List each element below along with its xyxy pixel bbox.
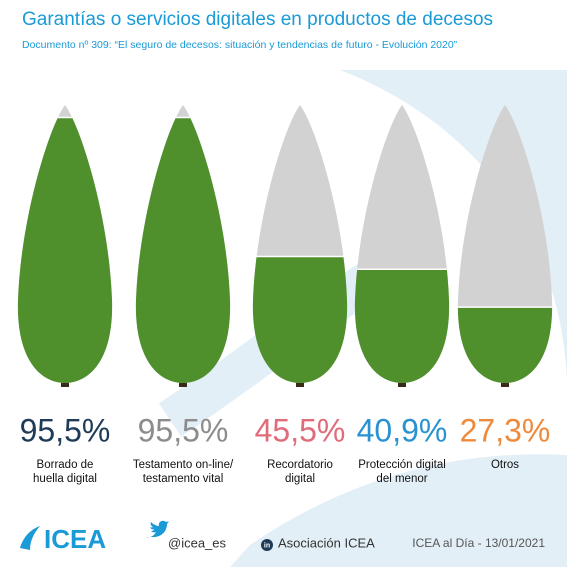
date: ICEA al Día - 13/01/2021: [412, 536, 545, 550]
tree-fill: [135, 117, 231, 383]
value-label: 95,5%: [20, 412, 111, 448]
linkedin-icon: [261, 539, 273, 551]
chart-subtitle: Documento nº 309: “El seguro de decesos:…: [22, 39, 458, 51]
chart-title: Garantías o servicios digitales en produ…: [22, 9, 493, 30]
category-label: Protección digital del menor: [358, 459, 446, 485]
category-label: Otros: [490, 459, 520, 471]
category-label: Recordatorio digital: [267, 459, 333, 485]
tree-fill: [17, 117, 113, 383]
linkedin-icon-text: in: [264, 542, 270, 549]
value-label: 40,9%: [357, 412, 448, 448]
twitter-icon: [146, 520, 169, 538]
tree-fill: [252, 256, 348, 383]
tree-fill: [457, 307, 553, 383]
logo: ICEA: [44, 524, 106, 554]
value-label: 45,5%: [255, 412, 346, 448]
tree-fill: [354, 269, 450, 383]
background-shape: [230, 454, 567, 567]
value-label: 27,3%: [460, 412, 551, 448]
logo-icon: [20, 526, 40, 550]
twitter-handle: @icea_es: [168, 535, 227, 550]
value-label: 95,5%: [138, 412, 229, 448]
category-label: Testamento on-line/ testamento vital: [132, 459, 234, 485]
linkedin-name: Asociación ICEA: [278, 535, 375, 550]
category-label: Borrado de huella digital: [33, 459, 97, 485]
